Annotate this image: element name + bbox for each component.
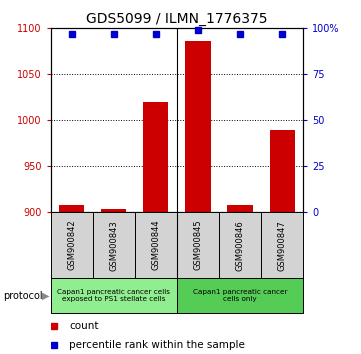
Text: GSM900844: GSM900844	[151, 220, 160, 270]
Text: count: count	[69, 321, 99, 331]
Bar	[177, 278, 303, 313]
Title: GDS5099 / ILMN_1776375: GDS5099 / ILMN_1776375	[86, 12, 268, 26]
Text: GSM900847: GSM900847	[278, 220, 287, 270]
Text: ▶: ▶	[42, 291, 49, 301]
Text: percentile rank within the sample: percentile rank within the sample	[69, 341, 245, 350]
Text: Capan1 pancreatic cancer
cells only: Capan1 pancreatic cancer cells only	[193, 289, 287, 302]
Bar	[219, 212, 261, 278]
Bar	[59, 205, 84, 212]
Text: GSM900842: GSM900842	[67, 220, 76, 270]
Bar	[101, 209, 126, 212]
Bar	[51, 278, 177, 313]
Text: GSM900845: GSM900845	[193, 220, 203, 270]
Bar	[143, 102, 169, 212]
Bar	[227, 205, 253, 212]
Text: protocol: protocol	[4, 291, 43, 301]
Bar	[270, 130, 295, 212]
Bar	[261, 212, 303, 278]
Text: GSM900843: GSM900843	[109, 220, 118, 270]
Text: GSM900846: GSM900846	[236, 220, 244, 270]
Bar	[135, 212, 177, 278]
Bar	[177, 212, 219, 278]
Bar	[185, 41, 210, 212]
Text: Capan1 pancreatic cancer cells
exposed to PS1 stellate cells: Capan1 pancreatic cancer cells exposed t…	[57, 289, 170, 302]
Bar	[93, 212, 135, 278]
Bar	[51, 212, 93, 278]
